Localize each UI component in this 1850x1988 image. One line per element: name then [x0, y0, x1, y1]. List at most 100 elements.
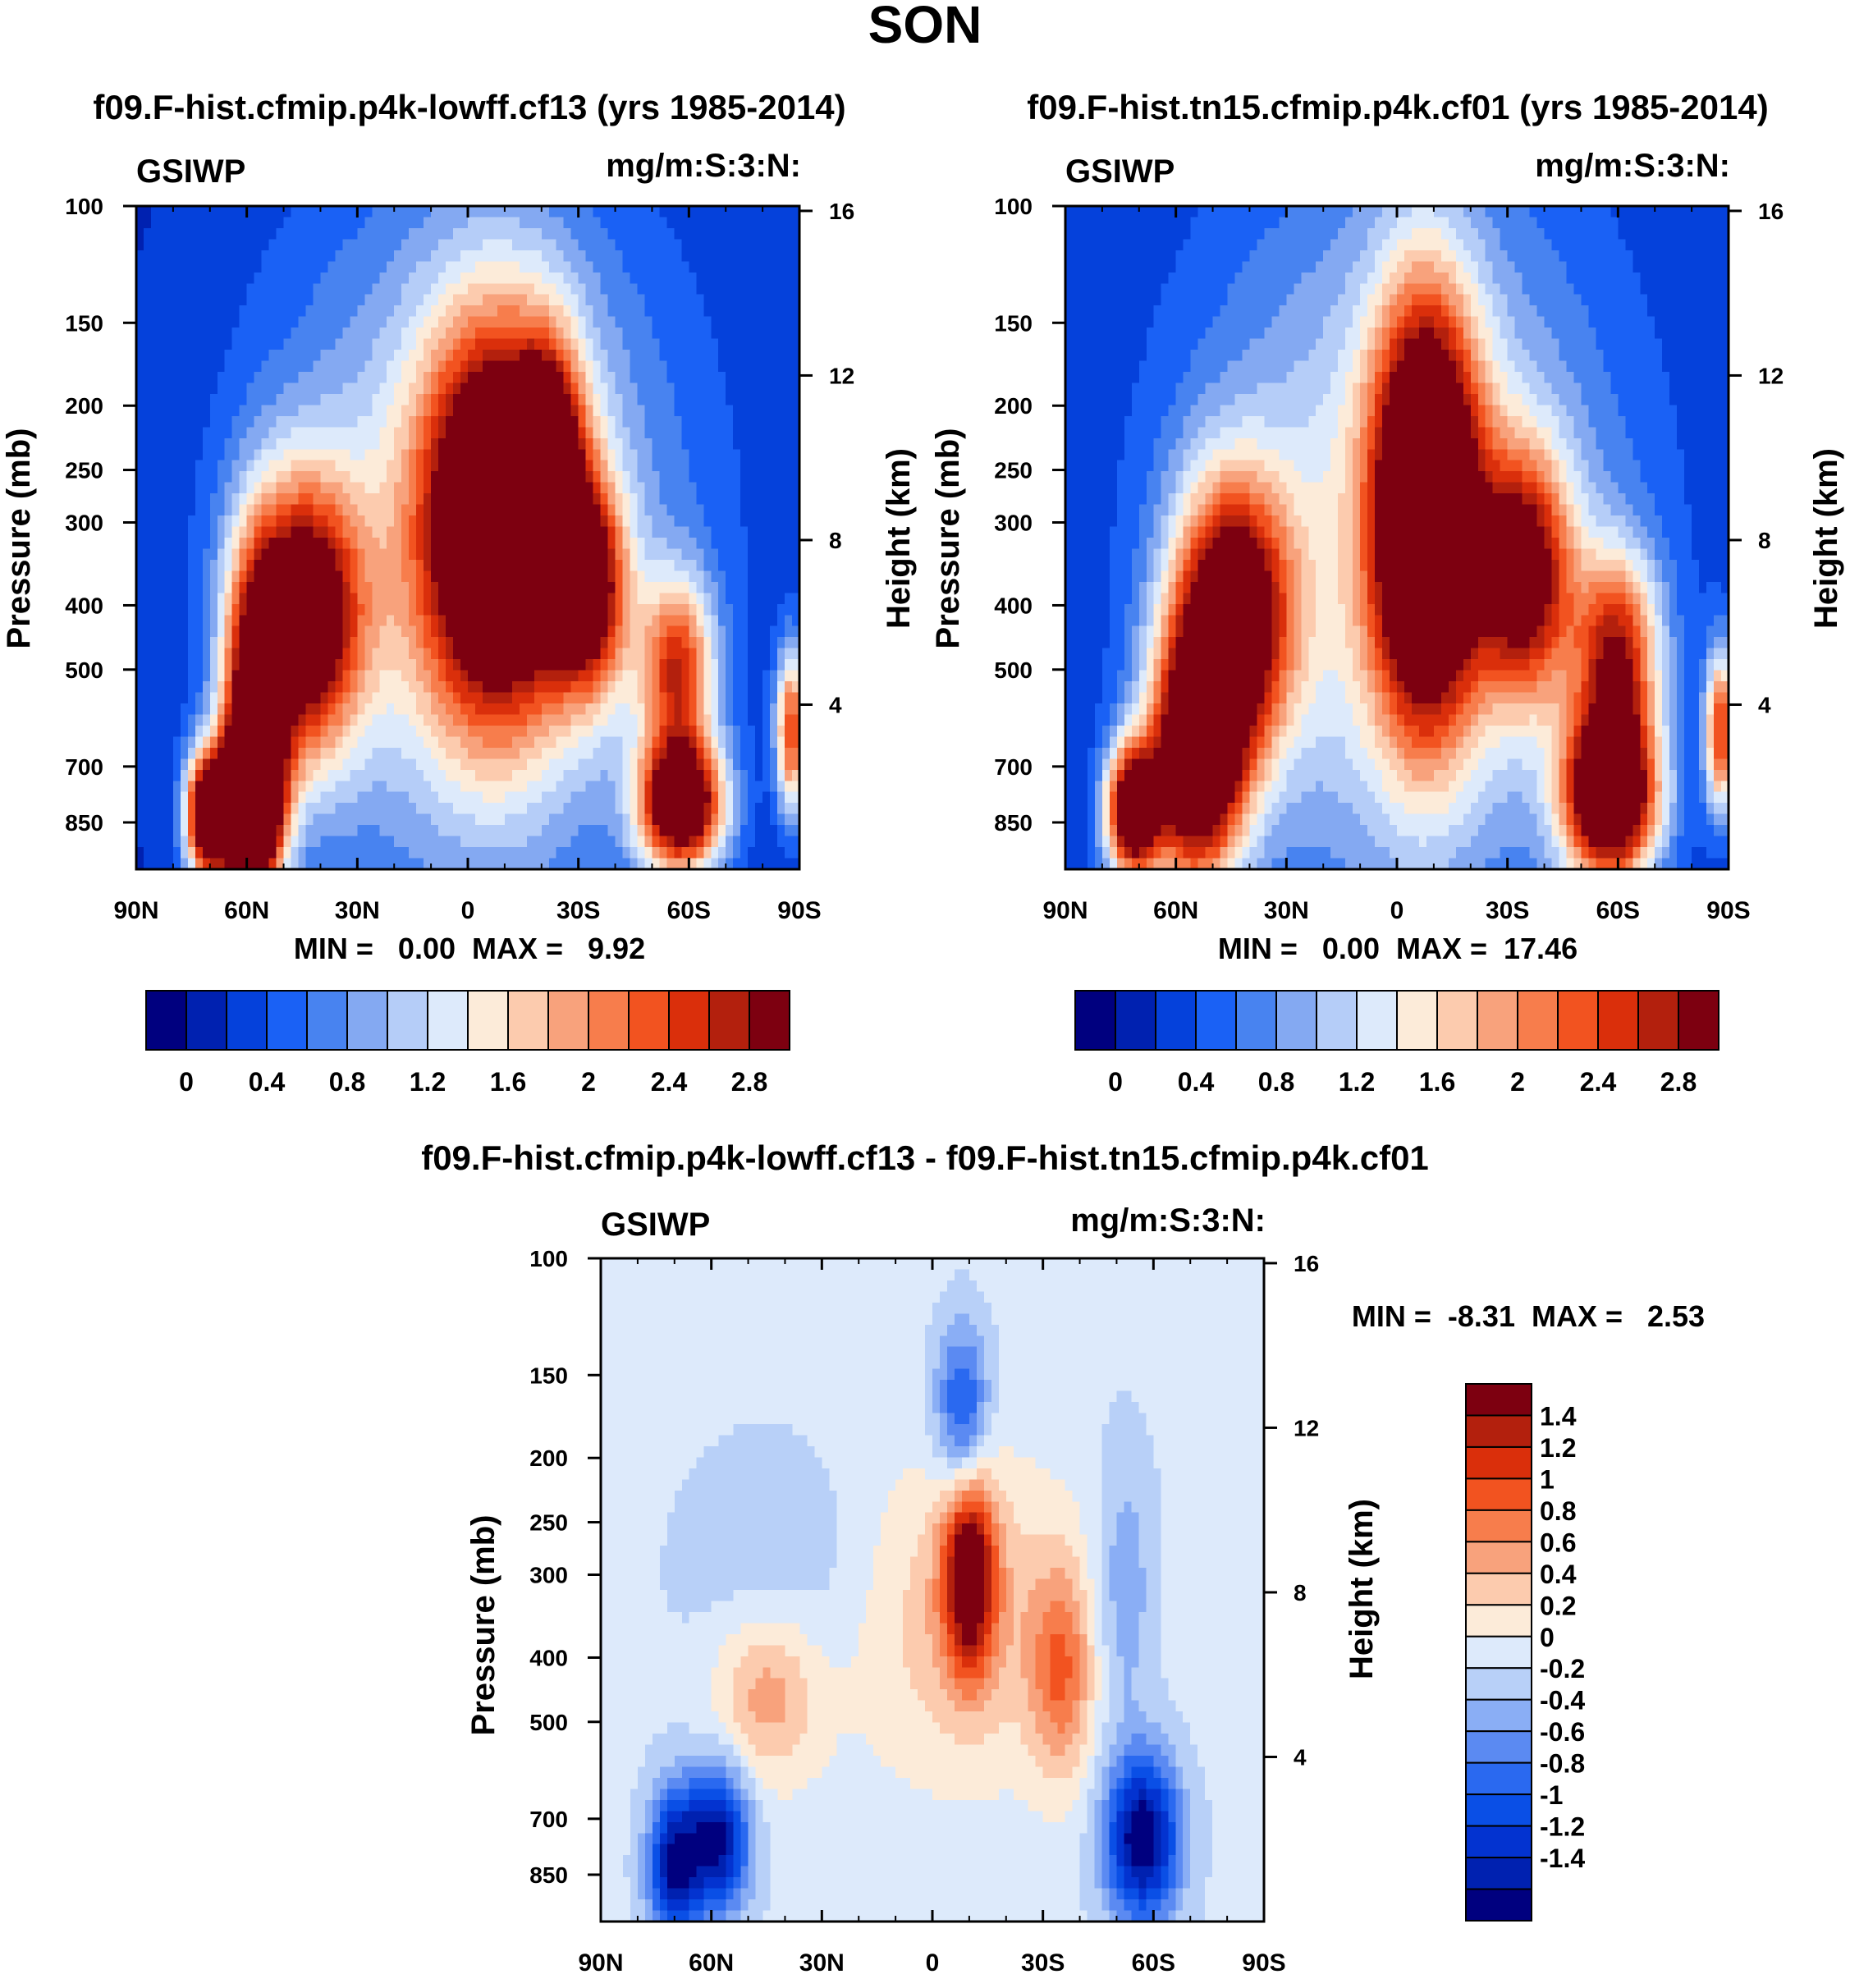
field-cell: [696, 736, 704, 749]
field-cell: [424, 482, 432, 494]
field-cell: [726, 504, 734, 516]
field-cell: [777, 681, 785, 694]
field-cell: [424, 382, 432, 395]
field-cell: [474, 703, 483, 716]
field-cell: [777, 803, 785, 815]
field-cell: [158, 769, 167, 781]
field-cell: [305, 283, 314, 295]
field-cell: [327, 526, 336, 538]
field-cell: [703, 692, 712, 704]
field-cell: [224, 581, 233, 593]
field-cell: [474, 659, 483, 671]
field-cell: [217, 316, 226, 328]
field-cell: [674, 769, 682, 781]
field-cell: [519, 548, 528, 561]
field-cell: [585, 393, 594, 405]
field-cell: [630, 294, 639, 306]
field-cell: [785, 625, 793, 638]
field-cell: [659, 350, 667, 362]
field-cell: [681, 736, 689, 749]
field-cell: [298, 781, 307, 793]
field-cell: [254, 659, 263, 671]
field-cell: [585, 581, 594, 593]
field-cell: [726, 769, 734, 781]
field-cell: [607, 781, 616, 793]
field-cell: [187, 261, 196, 273]
field-cell: [674, 791, 682, 804]
field-cell: [711, 382, 719, 395]
field-cell: [504, 670, 513, 682]
field-cell: [195, 350, 204, 362]
field-cell: [748, 581, 756, 593]
field-cell: [224, 538, 233, 550]
field-cell: [268, 217, 277, 229]
field-cell: [150, 471, 159, 483]
field-cell: [342, 382, 350, 395]
field-cell: [224, 747, 233, 759]
field-cell: [474, 714, 483, 726]
field-cell: [224, 338, 233, 350]
field-cell: [504, 559, 513, 571]
field-cell: [755, 350, 763, 362]
field-cell: [409, 593, 417, 605]
field-cell: [770, 603, 778, 616]
field-cell: [681, 659, 689, 671]
field-cell: [570, 648, 579, 660]
field-cell: [268, 625, 277, 638]
field-cell: [254, 405, 263, 417]
field-cell: [239, 283, 248, 295]
field-cell: [431, 227, 439, 240]
field-cell: [187, 382, 196, 395]
field-cell: [136, 692, 144, 704]
field-cell: [666, 692, 675, 704]
field-cell: [785, 328, 793, 340]
field-cell: [150, 316, 159, 328]
field-cell: [511, 570, 520, 583]
field-cell: [593, 725, 602, 737]
field-cell: [342, 791, 350, 804]
field-cell: [158, 328, 167, 340]
field-cell: [482, 681, 491, 694]
field-cell: [446, 747, 454, 759]
field-cell: [202, 449, 211, 461]
field-cell: [202, 437, 211, 450]
field-cell: [556, 328, 565, 340]
field-cell: [379, 625, 387, 638]
field-cell: [541, 538, 550, 550]
field-cell: [519, 316, 528, 328]
field-cell: [489, 449, 498, 461]
field-cell: [556, 227, 565, 240]
field-cell: [261, 725, 270, 737]
field-cell: [254, 692, 263, 704]
field-cell: [468, 538, 476, 550]
field-cell: [143, 538, 152, 550]
field-cell: [150, 239, 159, 251]
field-cell: [416, 471, 424, 483]
field-cell: [460, 283, 469, 295]
field-cell: [202, 659, 211, 671]
field-cell: [239, 493, 248, 506]
field-cell: [416, 261, 424, 273]
field-cell: [785, 559, 793, 571]
field-cell: [283, 460, 292, 472]
field-cell: [246, 603, 255, 616]
field-cell: [357, 538, 365, 550]
field-cell: [261, 813, 270, 826]
field-cell: [424, 725, 432, 737]
field-cell: [409, 538, 417, 550]
field-cell: [607, 670, 616, 682]
field-cell: [438, 515, 446, 528]
field-cell: [453, 736, 461, 749]
field-cell: [526, 239, 535, 251]
field-cell: [202, 305, 211, 318]
field-cell: [630, 372, 639, 384]
field-cell: [291, 593, 300, 605]
field-cell: [711, 736, 719, 749]
field-cell: [224, 427, 233, 439]
field-cell: [409, 217, 417, 229]
field-cell: [416, 460, 424, 472]
field-cell: [526, 437, 535, 450]
field-cell: [180, 338, 189, 350]
field-cell: [659, 471, 667, 483]
field-cell: [320, 239, 329, 251]
